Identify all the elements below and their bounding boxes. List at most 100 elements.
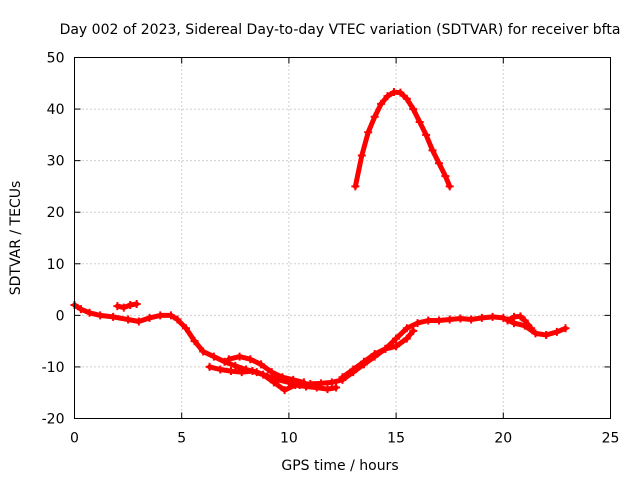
data-point (216, 365, 225, 374)
data-point (280, 386, 289, 395)
data-point (327, 378, 336, 387)
data-point (488, 312, 497, 321)
data-point (434, 316, 443, 325)
data-point (516, 312, 525, 321)
y-tick-label: -20 (42, 412, 65, 428)
data-point (338, 373, 347, 382)
y-tick-label: 30 (47, 154, 65, 170)
data-point (434, 159, 443, 168)
x-tick-label: 25 (602, 431, 620, 447)
data-point (383, 92, 392, 101)
y-tick-label: -10 (42, 360, 65, 376)
data-point (220, 357, 229, 366)
data-point (396, 88, 405, 97)
data-point (312, 383, 321, 392)
grid (74, 57, 611, 419)
data-point (269, 378, 278, 387)
data-point (119, 303, 128, 312)
y-tick-label: 50 (47, 51, 65, 67)
data-point (445, 182, 454, 191)
data-point (156, 311, 165, 320)
data-point (370, 350, 379, 359)
data-point (531, 329, 540, 338)
data-point (542, 330, 551, 339)
data-point (289, 375, 298, 384)
series-peak-arc (352, 89, 453, 189)
data-point (166, 311, 175, 320)
data-point (267, 368, 276, 377)
data-point (323, 385, 332, 394)
data-point (445, 315, 454, 324)
data-point (227, 367, 236, 376)
data-point (76, 305, 85, 314)
y-tick-label: 10 (47, 257, 65, 273)
data-point (520, 316, 529, 325)
data-point (561, 324, 570, 333)
plot-frame (74, 57, 611, 419)
data-point (456, 314, 465, 323)
data-point (302, 382, 311, 391)
plot-area (70, 88, 570, 395)
data-point (349, 365, 358, 374)
data-point (257, 360, 266, 369)
data-point (224, 355, 233, 364)
data-point (370, 112, 379, 121)
data-point (424, 316, 433, 325)
data-point (248, 367, 257, 376)
data-point (552, 327, 561, 336)
x-tick-label: 20 (494, 431, 512, 447)
data-point (415, 117, 424, 126)
data-point (134, 317, 143, 326)
data-point (413, 319, 422, 328)
data-point (503, 316, 512, 325)
chart-title: Day 002 of 2023, Sidereal Day-to-day VTE… (60, 22, 621, 38)
x-tick-label: 10 (280, 431, 298, 447)
data-point (190, 337, 199, 346)
data-point (199, 347, 208, 356)
data-point (332, 383, 341, 392)
data-point (428, 146, 437, 155)
data-point (402, 334, 411, 343)
data-point (377, 99, 386, 108)
data-point (126, 301, 135, 310)
data-point (85, 308, 94, 317)
data-point (359, 357, 368, 366)
data-point (113, 302, 122, 311)
data-point (409, 326, 418, 335)
x-axis-label: GPS time / hours (281, 458, 398, 474)
x-tick-label: 0 (70, 431, 79, 447)
data-point (499, 313, 508, 322)
y-tick-label: 40 (47, 102, 65, 118)
data-point (145, 313, 154, 322)
x-tick-label: 5 (177, 431, 186, 447)
data-point (357, 151, 366, 160)
data-point (364, 128, 373, 137)
data-point (299, 378, 308, 387)
data-point (235, 352, 244, 361)
data-point (402, 324, 411, 333)
data-point (237, 368, 246, 377)
data-point (132, 300, 141, 309)
data-point (477, 313, 486, 322)
data-point (181, 324, 190, 333)
data-point (441, 172, 450, 181)
data-point (96, 311, 105, 320)
x-tick-label: 15 (387, 431, 405, 447)
data-point (392, 334, 401, 343)
data-point (173, 315, 182, 324)
data-point (409, 105, 418, 114)
y-tick-label: 0 (56, 308, 65, 324)
data-point (381, 344, 390, 353)
data-point (231, 361, 240, 370)
data-point (246, 355, 255, 364)
data-point (402, 94, 411, 103)
data-point (278, 373, 287, 382)
data-point (205, 362, 214, 371)
y-tick-label: 20 (47, 205, 65, 221)
data-point (109, 312, 118, 321)
data-point (527, 324, 536, 333)
series-rising-branch (340, 328, 416, 380)
data-point (209, 352, 218, 361)
axes: 0 5 10 15 20 25 -20 -10 0 10 20 30 40 50 (42, 51, 620, 447)
